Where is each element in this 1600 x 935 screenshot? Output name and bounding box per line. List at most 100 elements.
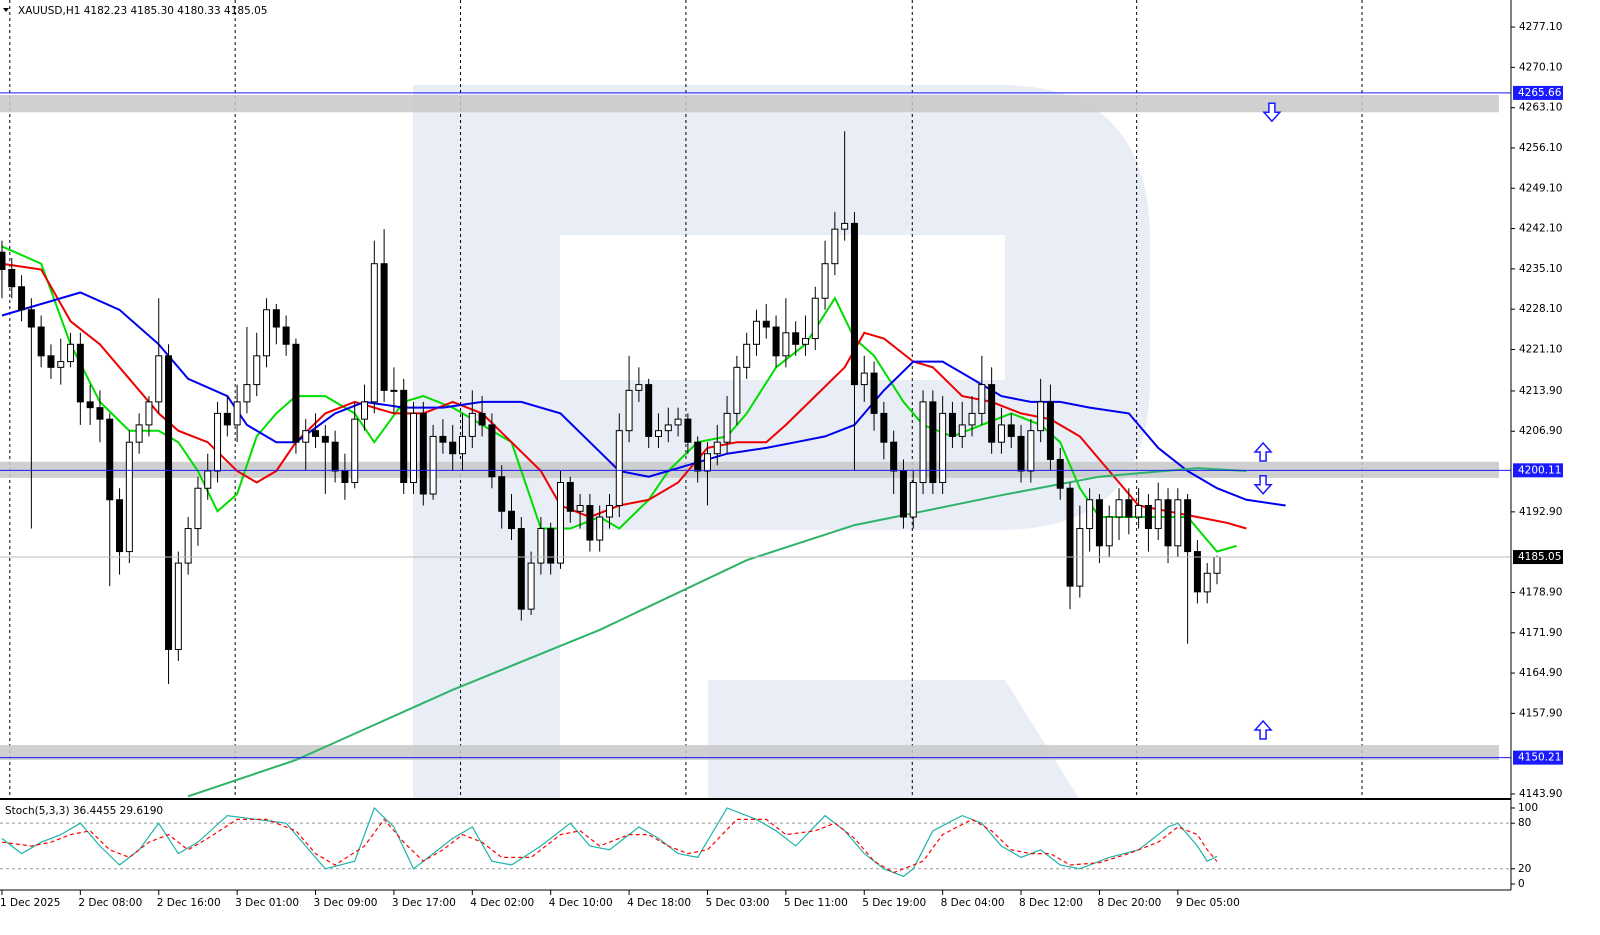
x-tick-label: 5 Dec 11:00 [784, 897, 848, 909]
x-tick-label: 9 Dec 05:00 [1176, 897, 1240, 909]
candle-body [321, 435, 329, 443]
candle-body [1144, 505, 1152, 530]
signal-arrow [1262, 102, 1282, 123]
candle-body [909, 481, 917, 518]
candle-body [233, 401, 241, 426]
candle-body [478, 412, 486, 426]
candle-body [880, 412, 888, 443]
candle-body [997, 424, 1005, 443]
candle-body [811, 297, 819, 340]
candle-body [762, 320, 770, 328]
candle-body [18, 286, 26, 311]
candle-body [792, 332, 800, 345]
candle-body [449, 441, 457, 455]
candle-body [292, 343, 300, 443]
x-tick-label: 5 Dec 03:00 [705, 897, 769, 909]
candle-body [67, 343, 75, 363]
candle-body [821, 263, 829, 299]
y-tick-label: 4221.10 [1519, 343, 1562, 355]
x-tick-label: 4 Dec 18:00 [627, 897, 691, 909]
candle-body [1135, 505, 1143, 518]
candle-body [390, 389, 398, 392]
candle-body [135, 424, 143, 443]
candle-body [1046, 401, 1054, 460]
candle-body [1213, 556, 1221, 574]
candle-body [733, 366, 741, 414]
candle-body [958, 424, 966, 437]
candle-body [1193, 551, 1201, 593]
candle-body [1095, 499, 1103, 547]
candle-body [586, 505, 594, 541]
candle-body [8, 268, 16, 288]
y-tick-label: 0 [1518, 878, 1525, 890]
candle-body [654, 430, 662, 437]
candle-body [47, 355, 55, 368]
candle-body [919, 401, 927, 483]
candle-body [988, 384, 996, 443]
y-tick-label: 4235.10 [1519, 263, 1562, 275]
level-label-box [1513, 463, 1563, 478]
candle-body [556, 481, 564, 564]
candle-body [272, 309, 280, 328]
y-tick-label: 4228.10 [1519, 303, 1562, 315]
menu-triangle [3, 8, 9, 12]
candle-body [1017, 435, 1025, 472]
y-tick-label: 4270.10 [1519, 61, 1562, 73]
candle-body [243, 384, 251, 403]
candle-body [351, 418, 359, 483]
candle-body [507, 510, 515, 530]
candle-body [194, 487, 202, 530]
x-tick-label: 3 Dec 17:00 [392, 897, 456, 909]
candle-body [1174, 499, 1182, 547]
candle-body [96, 407, 104, 420]
x-tick-label: 8 Dec 12:00 [1019, 897, 1083, 909]
candle-body [576, 505, 584, 512]
stochastic-line [1, 818, 1218, 874]
level-label: 4185.05 [1518, 551, 1561, 563]
candle-body [860, 372, 868, 386]
y-tick-label: 4143.90 [1519, 788, 1562, 800]
candle-body [263, 309, 271, 357]
candle-body [282, 326, 290, 345]
x-tick-label: 4 Dec 02:00 [470, 897, 534, 909]
candle-body [488, 424, 496, 478]
candle-body [615, 430, 623, 507]
level-label: 4150.21 [1518, 752, 1561, 764]
candle-body [527, 562, 535, 610]
candle-body [537, 528, 545, 564]
candle-body [723, 412, 731, 443]
x-tick-label: 2 Dec 08:00 [78, 897, 142, 909]
y-tick-label: 4206.90 [1519, 425, 1562, 437]
candle-body [1203, 572, 1211, 593]
candle-body [0, 251, 6, 270]
y-tick-label: 4171.90 [1519, 627, 1562, 639]
level-label: 4200.11 [1518, 464, 1561, 476]
y-tick-label: 4256.10 [1519, 142, 1562, 154]
candle-body [429, 435, 437, 495]
candle-body [694, 441, 702, 472]
candle-body [155, 355, 163, 403]
candle-body [370, 263, 378, 403]
candle-body [841, 222, 849, 230]
candle-body [1066, 487, 1074, 587]
candle-body [341, 470, 349, 483]
x-tick-label: 2 Dec 16:00 [157, 897, 221, 909]
candle-body [419, 412, 427, 495]
zone [0, 461, 1499, 478]
candle-body [703, 453, 711, 472]
candle-body [772, 326, 780, 357]
candle-body [165, 355, 173, 650]
price-panel: 4265.66 4200.11 4150.21 4185.05 4277.10 4270.… [0, 0, 1563, 909]
indicator-title: Stoch(5,3,3) 36.4455 29.6190 [5, 805, 163, 817]
candle-body [361, 401, 369, 420]
candle-body [899, 470, 907, 518]
candle-body [635, 384, 643, 391]
candle-body [566, 481, 574, 512]
chart-title: XAUUSD,H1 4182.23 4185.30 4180.33 4185.0… [18, 5, 267, 17]
candle-body [978, 384, 986, 414]
candle-body [1027, 430, 1035, 472]
y-tick-label: 80 [1518, 817, 1531, 829]
candle-body [1105, 516, 1113, 547]
x-tick-label: 3 Dec 01:00 [235, 897, 299, 909]
candle-body [312, 430, 320, 437]
